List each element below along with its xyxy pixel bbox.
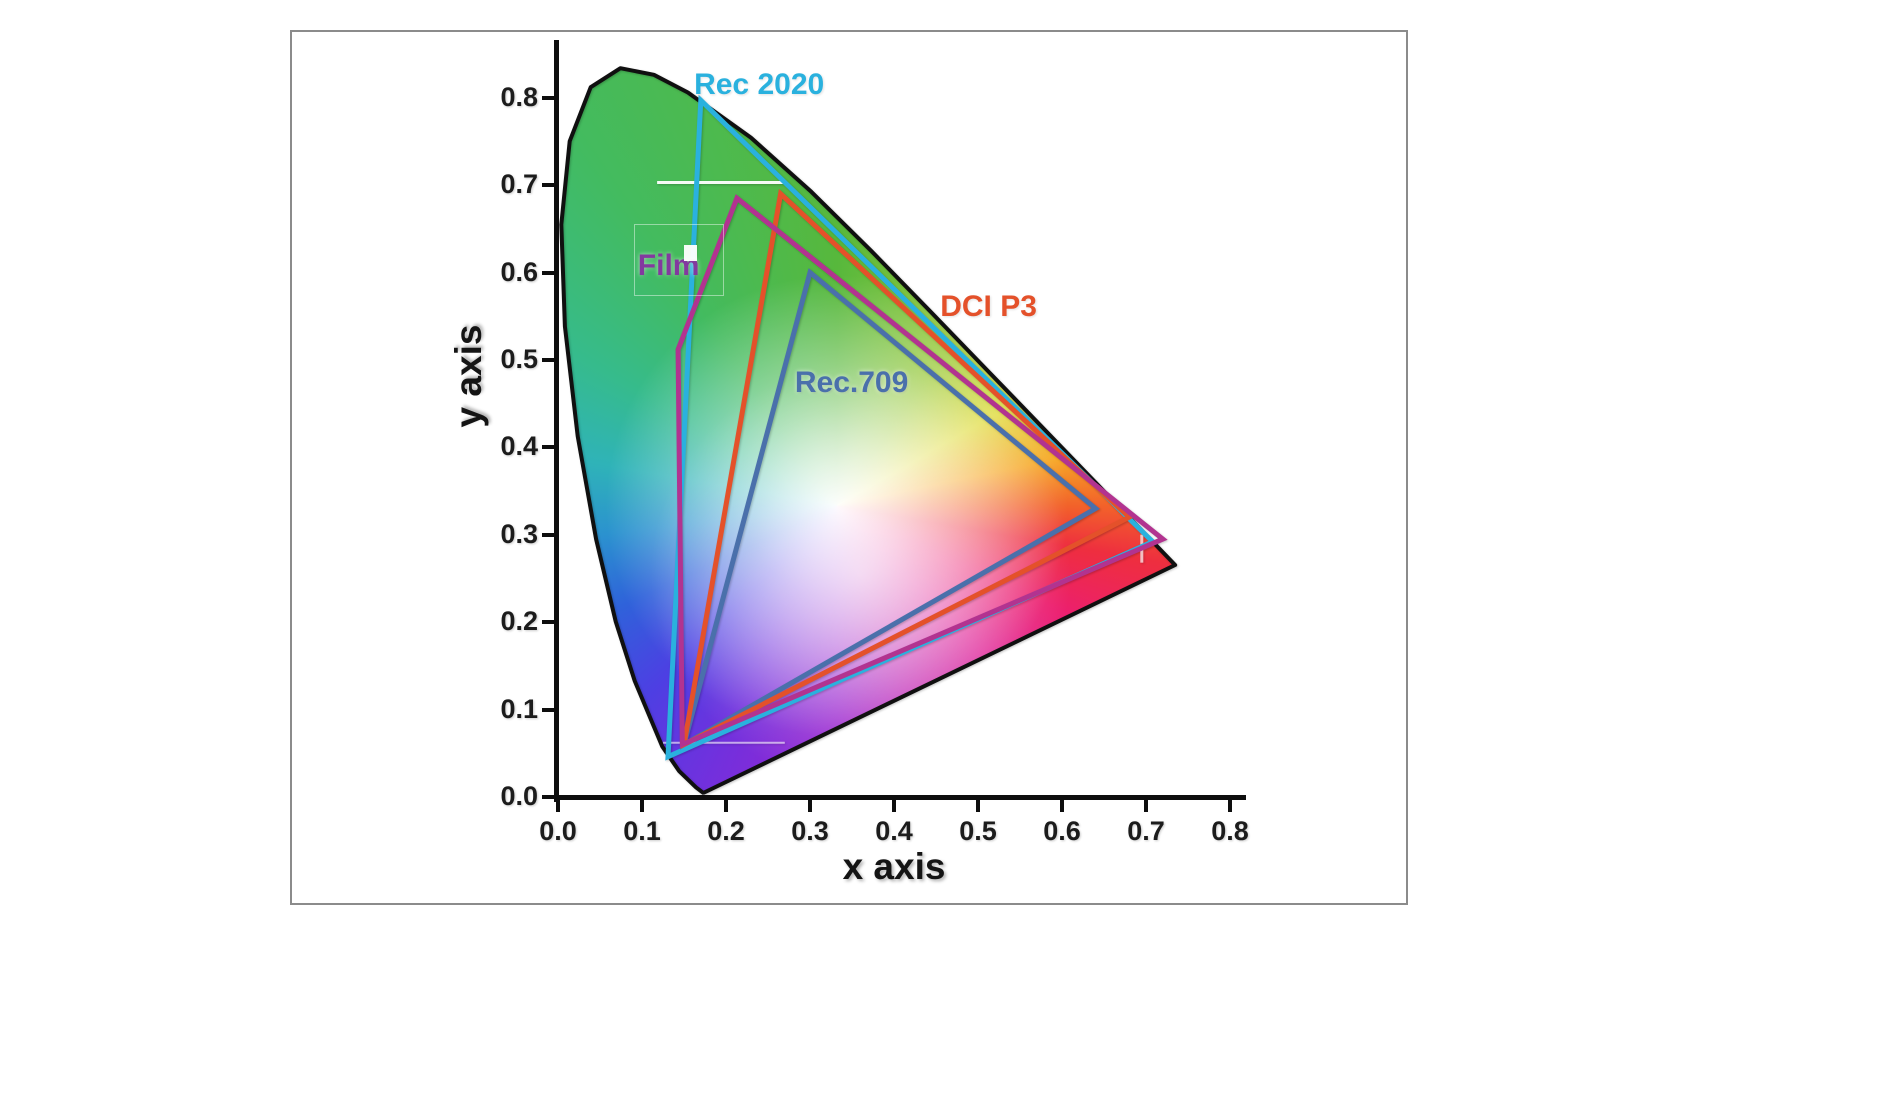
x-axis-tick (1144, 800, 1148, 812)
y-tick-label: 0.7 (500, 169, 538, 200)
x-axis-tick (1228, 800, 1232, 812)
gamut-triangle-film (675, 194, 1168, 749)
y-axis-tick (542, 445, 554, 450)
gamut-label-film: Film (637, 249, 700, 283)
y-axis-tick (542, 795, 554, 799)
x-tick-label: 0.3 (791, 816, 829, 846)
y-tick-label: 0.8 (500, 81, 538, 112)
y-axis-tick (542, 707, 554, 712)
y-tick-label: 0.5 (500, 344, 538, 374)
x-tick-label: 0.8 (1211, 816, 1249, 846)
x-axis-tick (1060, 800, 1064, 812)
gamut-label-rec-709: Rec.709 (794, 366, 909, 400)
y-axis-tick (542, 183, 554, 188)
x-tick-label: 0.4 (875, 816, 913, 846)
y-axis-tick (542, 95, 554, 100)
y-tick-label: 0.6 (500, 256, 538, 287)
x-axis-line (554, 795, 1246, 800)
x-tick-label: 0.7 (1127, 816, 1165, 846)
figure-frame: Rec 2020 DCI P3 Rec.709 Film x axis y ax… (290, 30, 1408, 905)
gamut-triangle-rec-709 (680, 268, 1100, 750)
x-axis-tick (640, 800, 644, 812)
y-tick-label: 0.1 (500, 693, 538, 724)
y-axis-tick (542, 270, 554, 275)
gamut-label-dci-p3: DCI P3 (940, 289, 1037, 323)
spectral-locus-outline (559, 66, 1178, 795)
y-tick-label: 0.4 (500, 431, 538, 462)
x-axis-title: x axis (842, 846, 946, 887)
y-axis-tick (542, 620, 554, 625)
gamut-overlay-svg (559, 66, 1178, 795)
y-tick-label: 0.3 (500, 518, 538, 549)
y-tick-label: 0.0 (500, 781, 538, 811)
x-tick-label: 0.1 (623, 816, 661, 846)
y-axis-line (554, 40, 559, 802)
x-tick-label: 0.6 (1043, 816, 1081, 846)
gamut-label-rec-2020: Rec 2020 (694, 67, 825, 101)
x-axis-tick (556, 800, 560, 812)
x-tick-label: 0.2 (707, 816, 745, 846)
y-axis-tick (542, 358, 554, 362)
x-axis-tick (976, 800, 980, 812)
y-axis-tick (542, 532, 554, 537)
x-tick-label: 0.0 (539, 816, 577, 846)
x-axis-tick (892, 800, 896, 812)
gamut-triangle-dci-p3 (680, 188, 1134, 750)
chromaticity-plot: Rec 2020 DCI P3 Rec.709 Film (558, 54, 1230, 797)
x-tick-label: 0.5 (959, 816, 997, 846)
x-axis-tick (808, 800, 812, 812)
x-axis-tick (724, 800, 728, 812)
y-tick-label: 0.2 (500, 606, 538, 637)
